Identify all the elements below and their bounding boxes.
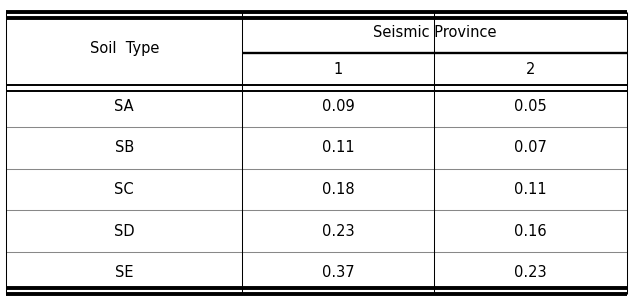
Text: SA: SA bbox=[115, 99, 134, 114]
Text: 1: 1 bbox=[334, 62, 343, 77]
Text: SD: SD bbox=[114, 224, 134, 239]
Text: 0.05: 0.05 bbox=[514, 99, 547, 114]
Text: Soil  Type: Soil Type bbox=[89, 41, 159, 56]
Text: 0.11: 0.11 bbox=[514, 182, 547, 197]
Text: 0.09: 0.09 bbox=[322, 99, 354, 114]
Text: SB: SB bbox=[115, 140, 134, 155]
Text: 0.18: 0.18 bbox=[322, 182, 354, 197]
Text: 0.23: 0.23 bbox=[322, 224, 354, 239]
Text: Seismic Province: Seismic Province bbox=[373, 25, 496, 40]
Text: SC: SC bbox=[115, 182, 134, 197]
Text: 0.11: 0.11 bbox=[322, 140, 354, 155]
Text: SE: SE bbox=[115, 265, 134, 280]
Text: 2: 2 bbox=[526, 62, 536, 77]
Text: 0.07: 0.07 bbox=[514, 140, 547, 155]
Text: 0.16: 0.16 bbox=[514, 224, 547, 239]
Text: 0.37: 0.37 bbox=[322, 265, 354, 280]
Text: 0.23: 0.23 bbox=[514, 265, 547, 280]
